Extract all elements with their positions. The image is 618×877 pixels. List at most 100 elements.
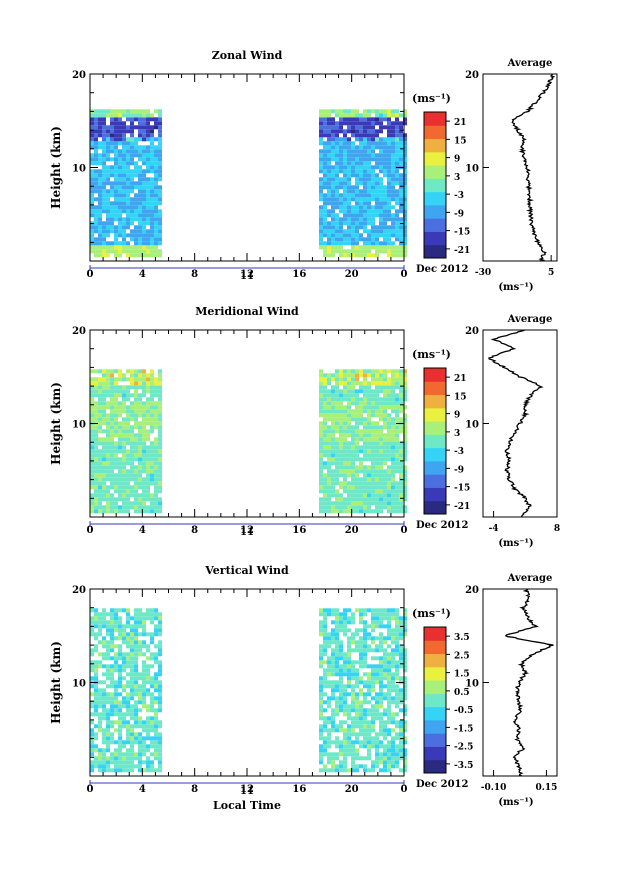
heatmap-cell [146, 429, 150, 434]
heatmap-cell [118, 724, 122, 729]
heatmap-cell [371, 485, 375, 490]
heatmap-cell [122, 760, 126, 765]
heatmap-cell [158, 744, 162, 749]
heatmap-cell [399, 409, 403, 414]
y-tick-label: 20 [72, 585, 86, 596]
heatmap-cell [150, 237, 154, 242]
heatmap-cell [142, 744, 146, 749]
heatmap-cell [387, 425, 391, 430]
heatmap-cell [319, 385, 323, 390]
heatmap-cell [150, 401, 154, 406]
heatmap-cell [383, 656, 387, 661]
heatmap-cell [138, 672, 142, 677]
heatmap-cell [150, 425, 154, 430]
heatmap-cell [98, 692, 102, 697]
heatmap-cell [154, 716, 158, 721]
heatmap-cell [379, 724, 383, 729]
heatmap-cell [383, 145, 387, 150]
heatmap-cell [327, 145, 331, 150]
heatmap-cell [323, 145, 327, 150]
heatmap-cell [395, 221, 399, 226]
heatmap-cell [375, 441, 379, 446]
heatmap-cell [142, 696, 146, 701]
heatmap-cell [339, 620, 343, 625]
heatmap-cell [114, 612, 118, 617]
heatmap-cell [327, 505, 331, 510]
heatmap-cell [343, 177, 347, 182]
heatmap-cell [118, 241, 122, 246]
heatmap-cell [379, 181, 383, 186]
heatmap-cell [158, 752, 162, 757]
heatmap-cell [371, 229, 375, 234]
heatmap-cell [347, 433, 351, 438]
heatmap-cell [379, 457, 383, 462]
heatmap-cell [355, 477, 359, 482]
heatmap-cell [347, 125, 351, 130]
heatmap-cell [102, 493, 106, 498]
heatmap-cell [367, 221, 371, 226]
heatmap-cell [118, 632, 122, 637]
heatmap-cell [138, 421, 142, 426]
heatmap-cell [335, 656, 339, 661]
heatmap-cell [403, 385, 407, 390]
heatmap-cell [319, 177, 323, 182]
heatmap-cell [395, 453, 399, 458]
heatmap-cell [379, 716, 383, 721]
heatmap-cell [122, 437, 126, 442]
x-tick-label: 16 [292, 784, 306, 795]
heatmap-cell [359, 676, 363, 681]
heatmap-cell [355, 648, 359, 653]
heatmap-cell [359, 429, 363, 434]
heatmap-cell [122, 149, 126, 154]
heatmap-cell [355, 369, 359, 374]
heatmap-cell [114, 712, 118, 717]
heatmap-cell [395, 425, 399, 430]
heatmap-cell [343, 425, 347, 430]
heatmap-cell [150, 249, 154, 254]
heatmap-cell [367, 684, 371, 689]
heatmap-cell [327, 680, 331, 685]
colorbar-band [424, 753, 446, 761]
heatmap-cell [98, 369, 102, 374]
heatmap-cell [122, 373, 126, 378]
heatmap-cell [391, 441, 395, 446]
heatmap-cell [154, 217, 158, 222]
heatmap-cell [122, 477, 126, 482]
heatmap-cell [351, 748, 355, 753]
heatmap-cell [343, 704, 347, 709]
heatmap-cell [331, 153, 335, 158]
heatmap-cell [118, 692, 122, 697]
heatmap-cell [150, 477, 154, 482]
heatmap-cell [327, 612, 331, 617]
heatmap-cell [351, 377, 355, 382]
heatmap-cell [138, 221, 142, 226]
heatmap-cell [351, 117, 355, 122]
heatmap-cell [319, 181, 323, 186]
heatmap-cell [327, 684, 331, 689]
heatmap-cell [98, 145, 102, 150]
heatmap-cell [114, 688, 118, 693]
heatmap-cell [114, 720, 118, 725]
heatmap-cell [359, 497, 363, 502]
heatmap-cell [379, 169, 383, 174]
heatmap-cell [110, 217, 114, 222]
heatmap-cell [158, 640, 162, 645]
heatmap-cell [142, 401, 146, 406]
heatmap-cell [391, 137, 395, 142]
heatmap-cell [355, 173, 359, 178]
heatmap-cell [347, 676, 351, 681]
heatmap-cell [158, 117, 162, 122]
heatmap-cell [114, 481, 118, 486]
heatmap-cell [90, 664, 94, 669]
heatmap-cell [94, 712, 98, 717]
heatmap-cell [343, 612, 347, 617]
heatmap-cell [102, 173, 106, 178]
heatmap-cell [391, 469, 395, 474]
heatmap-cell [383, 672, 387, 677]
heatmap-cell [359, 481, 363, 486]
heatmap-cell [351, 217, 355, 222]
heatmap-cell [319, 237, 323, 242]
colorbar-band [424, 421, 446, 429]
heatmap-cell [138, 409, 142, 414]
heatmap-cell [383, 453, 387, 458]
